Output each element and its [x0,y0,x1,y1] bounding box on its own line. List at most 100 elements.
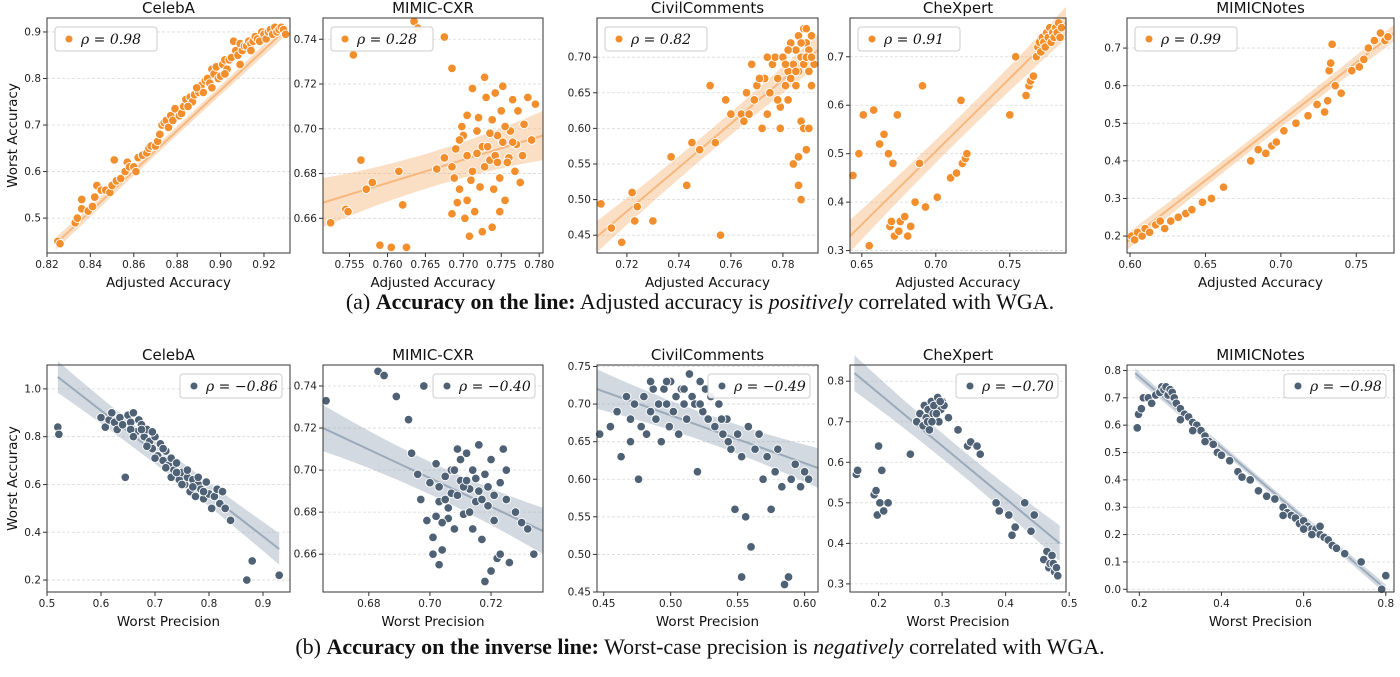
data-point [793,152,804,162]
data-point [158,443,168,454]
y-tick-label: 0.8 [24,431,41,443]
data-point [871,485,881,496]
legend-box [857,26,961,52]
data-point [605,421,616,432]
legend-box [330,26,434,52]
data-point [914,158,925,169]
panel-b-1: 0.68 0.70 0.72 0.66 0.68 0.70 0.72 0.74 MIMIC-CX… [294,346,544,630]
data-point [616,451,626,462]
data-point [449,524,460,534]
data-point [467,166,478,177]
x-axis-label: Worst Precision [381,614,484,630]
data-point [757,123,767,134]
data-point [431,511,441,522]
data-point [783,45,793,55]
data-point [116,173,126,184]
data-point [775,123,786,134]
y-tick-label: 0.68 [294,168,317,180]
data-point [1187,425,1198,436]
data-point [633,474,644,485]
data-point [461,475,472,486]
data-point [72,213,83,223]
data-point [489,515,499,526]
x-tick-label: 0.50 [659,598,682,610]
caption-a-post-italic: correlated with WGA. [852,289,1055,314]
data-point [515,177,525,188]
data-point [168,115,178,126]
x-tick-label: 0.6 [93,598,110,610]
data-point [758,474,768,485]
caption-row-b: (b) Accuracy on the inverse line: Worst-… [0,634,1400,660]
data-point [935,396,945,407]
data-point [1216,450,1227,461]
x-tick-label: 0.60 [1118,259,1141,271]
data-point [723,436,734,447]
data-point [440,471,450,482]
y-tick-label: 0.5 [1104,118,1121,130]
data-point [972,441,982,451]
legend-marker [340,34,350,44]
data-point [715,230,726,240]
data-point [1051,562,1062,573]
data-point [128,408,139,418]
data-point [953,425,963,435]
data-point [487,115,497,125]
data-point [803,474,814,485]
x-tick-label: 0.86 [122,259,146,271]
y-tick-label: 0.8 [24,73,41,85]
data-point [695,376,705,387]
data-point [466,175,476,186]
data-point [486,566,496,576]
legend-label: ρ = −0.40 [458,379,531,395]
x-tick-label: 0.82 [35,259,58,271]
data-point [1330,80,1340,91]
data-point [425,477,435,488]
y-tick-label: 0.8 [827,376,844,388]
y-tick-label: 0.2 [24,575,41,587]
data-point [481,92,491,103]
data-point [510,166,520,177]
y-tick-label: 0.70 [568,399,591,411]
data-point [496,106,507,116]
data-point [1376,584,1387,595]
data-point [920,202,931,212]
data-point [479,162,490,172]
x-tick-label: 0.4 [1213,598,1230,610]
x-axis-label: Worst Precision [117,614,220,630]
data-point [1208,439,1219,450]
data-point [736,451,747,462]
legend-marker [442,381,452,391]
y-tick-label: 0.4 [24,527,41,539]
y-tick-label: 0.2 [1104,231,1121,243]
data-point [462,150,472,161]
data-point [467,524,478,534]
data-point [485,128,495,139]
panel-title: MIMIC-CXR [392,346,474,364]
data-point [875,498,885,508]
data-point [280,29,291,40]
y-tick-label: 0.66 [294,549,318,561]
data-point [1279,126,1289,136]
data-point [488,184,499,194]
panel-title: MIMIC-CXR [392,0,474,17]
y-tick-label: 0.6 [1104,420,1121,432]
caption-row-a: (a) Accuracy on the line: Adjusted accur… [0,289,1400,315]
data-point [783,95,793,105]
data-point [437,517,447,528]
data-point [1381,570,1391,581]
data-point [791,80,801,91]
legend-marker [614,34,624,44]
data-point [796,38,806,48]
data-point [795,482,806,492]
x-tick-label: 0.780 [524,259,554,271]
data-point [469,206,480,217]
y-tick-label: 0.3 [1104,502,1121,514]
data-point [801,23,812,34]
legend-marker [189,381,199,391]
caption-b-pre-italic: Worst-case precision is [598,634,814,659]
data-point [687,137,697,148]
data-point [656,436,667,447]
data-point [1336,88,1346,98]
legend-marker [1144,34,1154,44]
